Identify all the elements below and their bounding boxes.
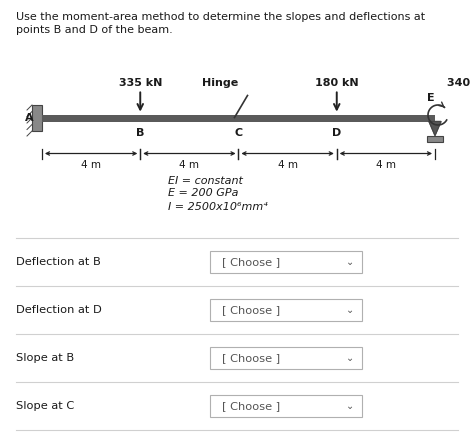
Text: ⌄: ⌄ [346,257,354,267]
Text: Hinge: Hinge [202,78,238,88]
Text: Deflection at D: Deflection at D [16,305,102,315]
Polygon shape [429,121,441,135]
Bar [210,347,362,369]
Text: A: A [25,113,33,123]
Text: 340 kN-m: 340 kN-m [447,78,474,88]
Text: D: D [332,128,341,138]
Text: 4 m: 4 m [278,160,298,170]
Bar [42,114,435,121]
Text: ⌄: ⌄ [346,305,354,315]
Text: 4 m: 4 m [81,160,101,170]
Text: C: C [235,128,243,138]
Text: Deflection at B: Deflection at B [16,257,101,267]
Text: I = 2500x10⁶mm⁴: I = 2500x10⁶mm⁴ [168,201,268,212]
Text: [ Choose ]: [ Choose ] [222,257,280,267]
Text: Slope at B: Slope at B [16,353,74,363]
Text: 4 m: 4 m [376,160,396,170]
Text: [ Choose ]: [ Choose ] [222,401,280,411]
Text: E: E [427,93,435,103]
Text: ⌄: ⌄ [346,353,354,363]
Bar [32,105,42,131]
Bar [210,299,362,321]
Text: Use the moment-area method to determine the slopes and deflections at: Use the moment-area method to determine … [16,12,425,22]
Text: E = 200 GPa: E = 200 GPa [168,188,238,198]
Text: B: B [136,128,145,138]
Text: ⌄: ⌄ [346,401,354,411]
Text: 335 kN: 335 kN [118,78,162,88]
Text: 180 kN: 180 kN [315,78,358,88]
Text: Slope at C: Slope at C [16,401,74,411]
Bar [427,135,443,141]
Text: 4 m: 4 m [179,160,200,170]
Text: [ Choose ]: [ Choose ] [222,305,280,315]
Bar [210,395,362,417]
Text: EI = constant: EI = constant [168,176,243,186]
Text: points B and D of the beam.: points B and D of the beam. [16,25,173,35]
Bar [210,251,362,273]
Text: [ Choose ]: [ Choose ] [222,353,280,363]
